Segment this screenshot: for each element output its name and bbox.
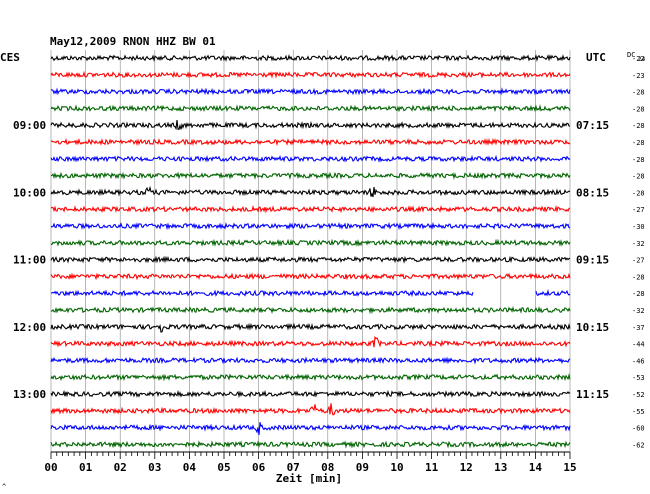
trace-line	[50, 54, 571, 63]
x-tick-label: 15	[563, 461, 576, 474]
trace-line	[50, 171, 571, 180]
trace-line	[50, 305, 571, 315]
dc-offset-label: -28	[632, 273, 645, 281]
x-axis: 00 01 02 03 04 05 06 07 08 09 10 11 12 13 14 15	[44, 451, 577, 474]
chart-title: May12,2009 RNON HHZ BW 01	[50, 35, 216, 48]
dc-offset-label: -28	[632, 290, 645, 298]
right-hour-label: 09:15	[576, 254, 609, 267]
x-tick-label: 10	[390, 461, 403, 474]
dc-offset-label: -28	[632, 89, 645, 97]
right-hour-label: 08:15	[576, 186, 609, 199]
dc-offset-label: -23	[632, 72, 645, 80]
x-tick-label: 02	[114, 461, 127, 474]
left-hour-label: 12:00	[13, 321, 46, 334]
left-hour-label: 10:00	[13, 186, 46, 199]
trace-line	[50, 238, 571, 247]
footer-mark: ^	[2, 483, 6, 491]
dc-offset-label: -22	[632, 55, 645, 63]
dc-offset-label: -28	[632, 156, 645, 164]
trace-line	[535, 289, 571, 297]
dc-label: DC	[627, 51, 635, 59]
x-tick-label: 04	[183, 461, 197, 474]
trace-line	[50, 289, 474, 298]
trace-line	[50, 104, 571, 113]
dc-offset-label: -60	[632, 425, 645, 433]
left-hour-label: 13:00	[13, 388, 46, 401]
x-tick-label: 05	[217, 461, 230, 474]
dc-offset-label: -32	[632, 240, 645, 248]
trace-line	[50, 137, 571, 147]
x-tick-label: 12	[460, 461, 473, 474]
dc-offset-label: -32	[632, 307, 645, 315]
trace-line	[50, 272, 571, 281]
dc-offset-label: -28	[632, 173, 645, 181]
x-tick-label: 07	[287, 461, 300, 474]
trace-line	[50, 87, 571, 96]
x-tick-label: 14	[529, 461, 543, 474]
dc-offset-label: -53	[632, 374, 645, 382]
dc-offset-label: -28	[632, 189, 645, 197]
trace-line	[50, 389, 571, 399]
trace-line	[50, 70, 571, 79]
x-tick-label: 08	[321, 461, 334, 474]
x-tick-label: 06	[252, 461, 266, 474]
dc-offset-label: -44	[632, 341, 645, 349]
dc-offset-label: -37	[632, 324, 645, 332]
dc-offset-label: -62	[632, 441, 645, 449]
dc-offset-label: -27	[632, 257, 645, 265]
trace-line	[50, 185, 571, 198]
trace-line	[50, 255, 571, 264]
x-tick-label: 03	[148, 461, 161, 474]
x-tick-label: 13	[494, 461, 507, 474]
left-timezone-label: CES	[0, 51, 20, 64]
x-tick-label: 11	[425, 461, 439, 474]
minute-gridlines	[50, 50, 571, 452]
dc-offset-label: -28	[632, 122, 645, 130]
dc-offset-label: -27	[632, 206, 645, 214]
trace-line	[50, 120, 570, 131]
trace-line	[50, 356, 571, 365]
x-axis-label: Zeit [min]	[276, 472, 342, 485]
x-tick-label: 01	[79, 461, 93, 474]
left-hour-label: 09:00	[13, 119, 46, 132]
trace-line	[50, 204, 571, 214]
trace-line	[50, 322, 571, 333]
trace-line	[50, 373, 571, 382]
trace-line	[50, 422, 571, 435]
trace-line	[50, 403, 571, 416]
right-hour-label: 10:15	[576, 321, 609, 334]
trace-line	[50, 221, 571, 231]
dc-offset-label: -55	[632, 408, 645, 416]
seismic-traces	[50, 54, 571, 449]
dc-offset-label: -30	[632, 223, 645, 231]
trace-line	[50, 154, 571, 163]
hour-labels: 09:00 10:00 11:00 12:00 13:00 07:15 08:15 09:15…	[13, 55, 645, 449]
right-timezone-label: UTC	[586, 51, 606, 64]
x-tick-label: 00	[44, 461, 57, 474]
dc-offset-label: -52	[632, 391, 645, 399]
left-hour-label: 11:00	[13, 254, 46, 267]
right-hour-label: 07:15	[576, 119, 609, 132]
dc-offset-label: -28	[632, 139, 645, 147]
x-tick-label: 09	[356, 461, 369, 474]
trace-line	[50, 335, 571, 348]
dc-value: 24	[638, 56, 646, 63]
trace-line	[50, 440, 571, 449]
dc-offset-label: -46	[632, 357, 645, 365]
dc-offset-label: -28	[632, 105, 645, 113]
right-hour-label: 11:15	[576, 388, 609, 401]
